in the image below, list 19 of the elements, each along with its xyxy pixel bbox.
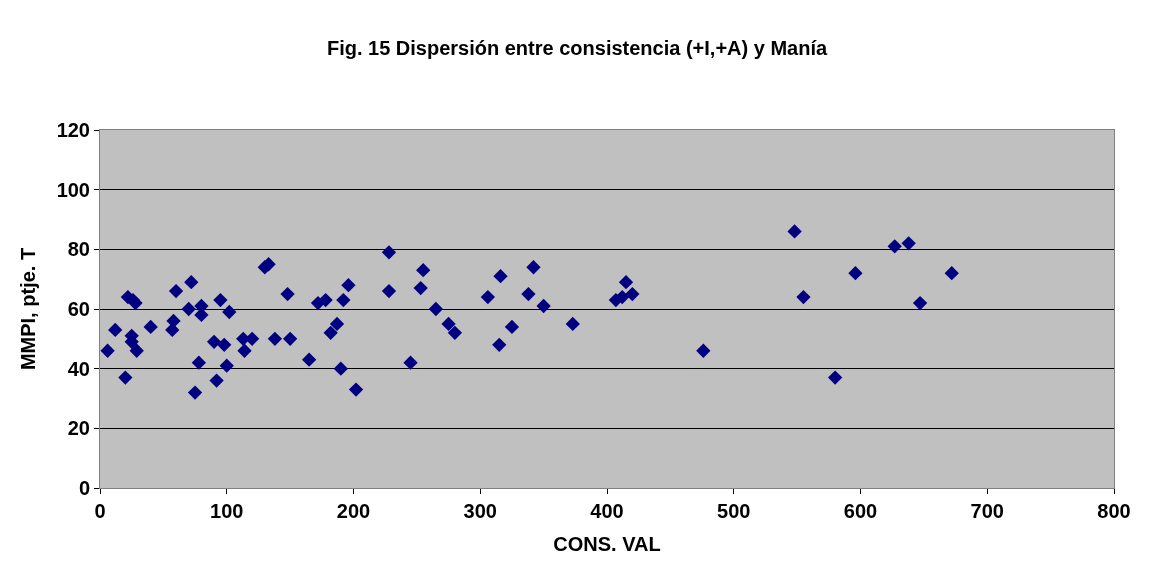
y-axis-title: MMPI, ptje. T bbox=[17, 247, 40, 371]
y-tick-label: 40 bbox=[67, 357, 90, 380]
x-tick-label: 700 bbox=[970, 500, 1004, 522]
y-tick-label: 60 bbox=[67, 298, 90, 320]
chart-title: Fig. 15 Dispersión entre consistencia (+I,+A) y Manía bbox=[326, 36, 828, 59]
x-axis-title: CONS. VAL bbox=[553, 532, 661, 555]
x-tick-label: 400 bbox=[590, 500, 624, 522]
x-tick-label: 800 bbox=[1097, 500, 1131, 522]
y-tick-label: 0 bbox=[78, 477, 90, 499]
x-tick-label: 200 bbox=[336, 500, 371, 522]
x-tick-label: 0 bbox=[94, 500, 106, 522]
y-tick-label: 100 bbox=[56, 178, 90, 201]
x-tick-label: 100 bbox=[210, 500, 244, 522]
y-tick-label: 80 bbox=[67, 238, 90, 261]
x-tick-label: 600 bbox=[843, 500, 878, 522]
y-tick-label: 20 bbox=[67, 417, 90, 440]
x-tick-label: 300 bbox=[463, 500, 497, 522]
x-tick-label: 500 bbox=[717, 500, 751, 522]
y-tick-label: 120 bbox=[56, 119, 90, 141]
